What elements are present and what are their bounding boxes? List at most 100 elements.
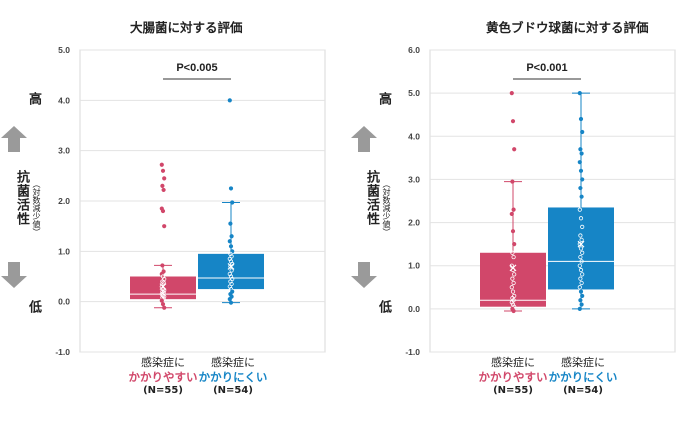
data-point <box>160 183 165 188</box>
data-point <box>229 234 234 239</box>
category-line2: かかりにくい <box>548 370 618 384</box>
data-point <box>510 289 516 294</box>
data-point <box>511 308 516 314</box>
data-point <box>160 302 166 307</box>
mean-marker <box>159 283 167 290</box>
data-point <box>162 224 167 229</box>
down-arrow-icon <box>351 262 377 288</box>
y-tick-label: 0.0 <box>58 297 70 307</box>
category-label-susceptible: 感染症に かかりやすい (N=55) <box>468 356 558 398</box>
data-point <box>577 207 582 212</box>
data-point <box>577 91 582 96</box>
data-point <box>579 280 584 286</box>
y-tick-label: 2.0 <box>408 218 420 228</box>
y-low-label: 低 <box>26 300 41 313</box>
data-point <box>579 194 584 199</box>
y-high-label: 高 <box>26 92 41 105</box>
data-point <box>228 264 233 269</box>
data-point <box>578 289 584 294</box>
category-line1: 感染症に <box>141 356 185 369</box>
y-tick-label: 3.0 <box>408 174 420 184</box>
mean-marker <box>227 263 235 270</box>
data-point <box>230 200 235 205</box>
data-point <box>578 276 583 281</box>
data-point <box>511 280 516 286</box>
data-point <box>579 237 584 242</box>
data-point <box>580 250 585 255</box>
data-point <box>229 268 234 273</box>
chart-panel-saureus: 黄色ブドウ球菌に対する評価 高 抗菌活性 （対数減少値） 低 -1.0 0.0 1.… <box>350 0 700 435</box>
box-iqr <box>198 253 264 290</box>
category-label-resistant: 感染症に かかりにくい (N=54) <box>188 356 278 398</box>
y-low-label: 低 <box>376 300 391 313</box>
data-point <box>580 224 585 229</box>
y-tick-label: 4.0 <box>408 131 420 141</box>
y-tick-label: 2.0 <box>58 196 70 206</box>
data-point <box>160 263 165 268</box>
data-point <box>578 147 583 152</box>
data-point <box>510 179 515 184</box>
data-point <box>162 305 167 310</box>
category-label-susceptible: 感染症に かかりやすい (N=55) <box>118 356 208 398</box>
down-arrow-icon <box>1 262 27 288</box>
data-point <box>578 185 583 191</box>
data-point <box>578 254 583 260</box>
p-value-label: P<0.001 <box>526 62 567 74</box>
data-point <box>510 250 515 255</box>
chart-title: 黄色ブドウ球菌に対する評価 <box>486 20 649 35</box>
data-point <box>579 302 584 307</box>
category-label-resistant: 感染症に かかりにくい (N=54) <box>538 356 628 398</box>
data-point <box>580 129 585 135</box>
category-n: (N=54) <box>563 385 603 396</box>
data-point <box>160 208 166 214</box>
data-point <box>160 168 166 173</box>
plot-frame <box>429 49 676 353</box>
data-point <box>577 263 582 268</box>
y-tick-label: 5.0 <box>408 88 420 98</box>
data-point <box>577 285 582 290</box>
y-tick-label: -1.0 <box>55 347 70 357</box>
up-arrow-icon <box>351 126 377 152</box>
chart-title: 大腸菌に対する評価 <box>130 20 243 35</box>
category-line2: かかりにくい <box>198 370 268 384</box>
data-point <box>228 244 234 249</box>
y-axis-sublabel: （対数減少値） <box>382 180 391 236</box>
y-axis-sublabel: （対数減少値） <box>32 180 41 236</box>
p-value-label: P<0.005 <box>176 62 217 74</box>
category-n: (N=55) <box>493 385 533 396</box>
data-point <box>162 176 167 181</box>
data-point <box>512 272 517 277</box>
data-point <box>159 298 164 303</box>
data-point <box>510 276 515 281</box>
data-point <box>579 259 584 264</box>
category-line2: かかりやすい <box>128 370 198 384</box>
data-point <box>578 233 583 238</box>
data-point <box>161 187 166 193</box>
data-point <box>578 116 584 122</box>
data-point <box>228 186 234 191</box>
box-plot: -1.0 0.0 1.0 2.0 3.0 4.0 5.0 6.0 P<0.001 <box>405 45 676 357</box>
data-point <box>510 302 516 307</box>
box-iqr <box>480 252 546 307</box>
data-point <box>161 280 166 285</box>
data-point <box>227 297 232 302</box>
y-tick-label: 1.0 <box>408 261 420 271</box>
data-point <box>579 151 584 156</box>
data-point <box>227 239 232 244</box>
data-point <box>580 272 585 277</box>
data-point <box>580 293 585 299</box>
y-axis-label: 抗菌活性 <box>14 170 29 226</box>
data-point <box>578 298 583 303</box>
up-arrow-icon <box>1 126 27 152</box>
y-tick-label: 1.0 <box>58 246 70 256</box>
data-point <box>227 98 232 103</box>
category-n: (N=54) <box>213 385 253 396</box>
data-point <box>228 300 234 305</box>
data-point <box>578 267 584 273</box>
y-high-label: 高 <box>376 92 391 105</box>
data-point <box>578 246 584 251</box>
data-point <box>578 168 584 173</box>
y-tick-label: 3.0 <box>58 146 70 156</box>
category-line1: 感染症に <box>561 356 605 369</box>
data-point <box>509 285 514 290</box>
